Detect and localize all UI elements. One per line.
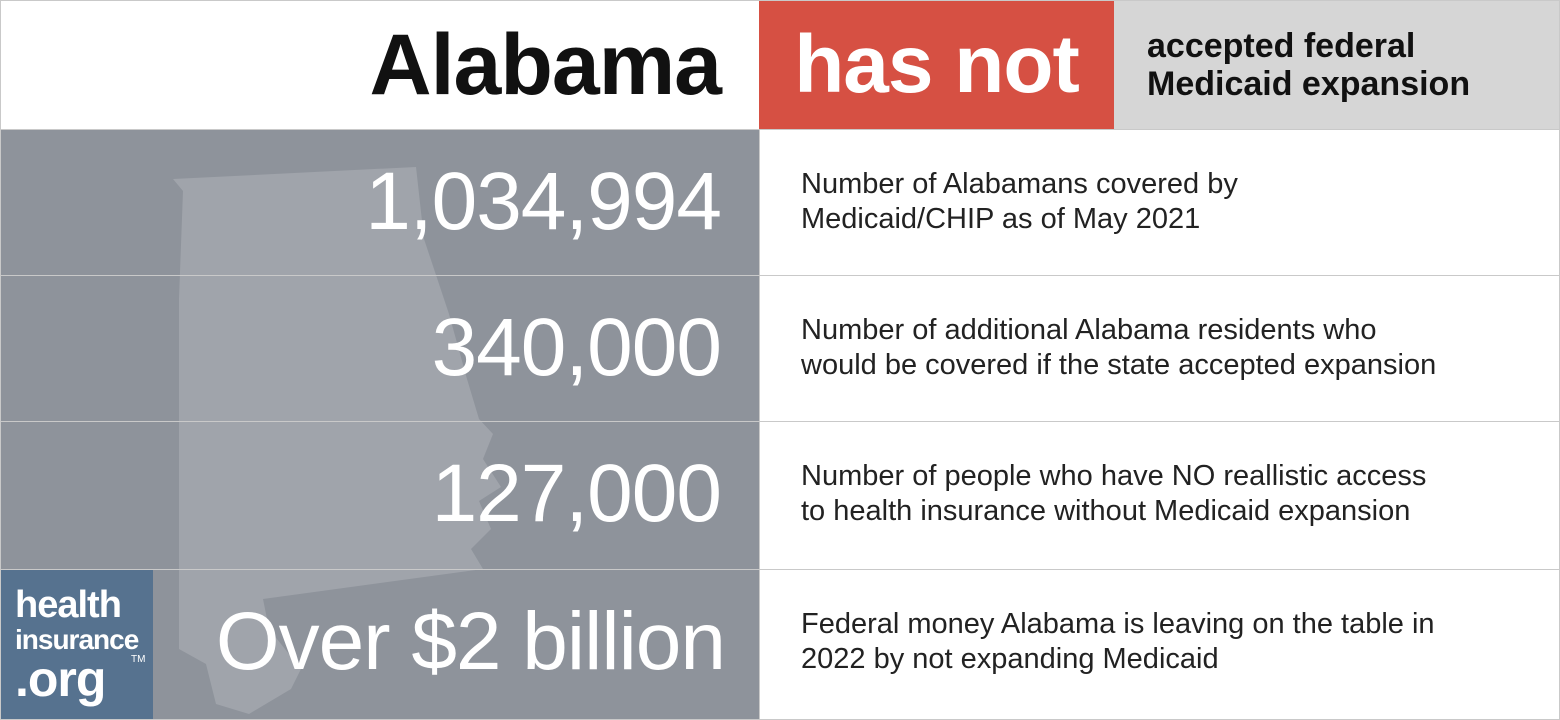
description-line: Federal money Alabama is leaving on the … [801,608,1435,640]
header: Alabama has not accepted federal Medicai… [1,1,1559,129]
row-divider [1,569,1559,570]
expansion-label-line1: accepted federal [1147,27,1416,65]
stats-panel: 1,034,994 340,000 127,000 Over $2 billio… [1,129,759,719]
row-divider [1,275,1559,276]
healthinsurance-logo[interactable]: health insurance .org TM [1,570,153,719]
status-badge: has not [759,1,1114,129]
logo-trademark: TM [131,654,146,665]
stat-description-additional: Number of additional Alabama residents w… [801,275,1521,421]
expansion-label: accepted federal Medicaid expansion [1114,1,1559,129]
column-divider [759,129,760,719]
logo-line-health: health [15,584,122,626]
stat-value-no-access: 127,000 [431,448,722,539]
row-divider [1,421,1559,422]
description-line: would be covered if the state accepted e… [801,349,1437,381]
alabama-map-icon [173,167,501,714]
description-line: to health insurance without Medicaid exp… [801,495,1411,527]
stat-description-federal-money: Federal money Alabama is leaving on the … [801,569,1521,715]
state-name: Alabama [369,16,723,113]
stat-description-covered: Number of Alabamans covered by Medicaid/… [801,129,1521,275]
row-divider [1,129,1559,130]
description-line: Number of Alabamans covered by [801,168,1238,200]
stat-value-federal-money: Over $2 billion [215,596,726,687]
expansion-label-line2: Medicaid expansion [1147,65,1471,103]
logo-line-insurance: insurance [15,624,139,655]
stat-value-additional: 340,000 [431,302,722,393]
description-line: Medicaid/CHIP as of May 2021 [801,203,1201,235]
stat-value-covered: 1,034,994 [365,156,722,247]
logo-line-org: .org [15,651,106,707]
description-line: 2022 by not expanding Medicaid [801,643,1219,675]
description-line: Number of additional Alabama residents w… [801,314,1377,346]
stat-description-no-access: Number of people who have NO reallistic … [801,421,1521,567]
description-line: Number of people who have NO reallistic … [801,460,1427,492]
